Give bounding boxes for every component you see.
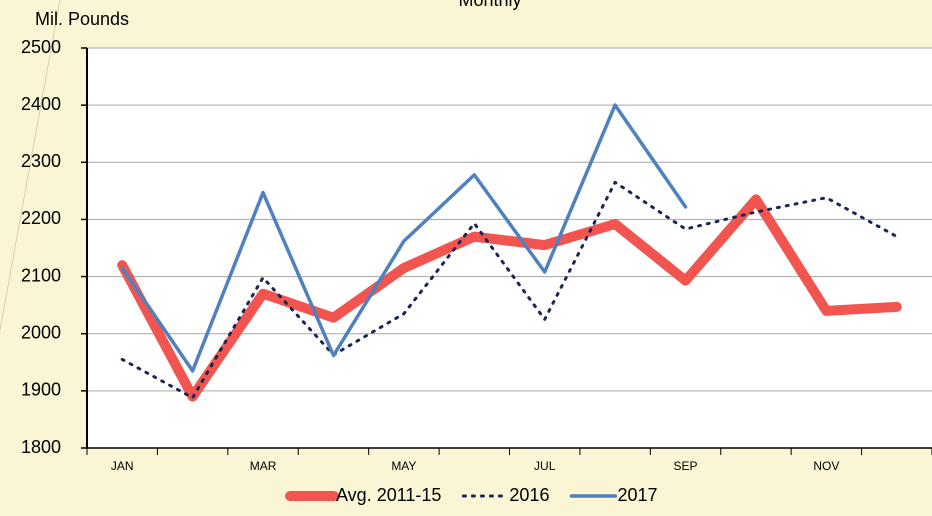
decor-line bbox=[0, 0, 61, 331]
line-series bbox=[120, 103, 688, 373]
y-tick-label: 2500 bbox=[21, 37, 61, 57]
y-tick-label: 1800 bbox=[21, 437, 61, 457]
legend-label: 2016 bbox=[509, 485, 549, 505]
legend-label: 2017 bbox=[617, 485, 657, 505]
line-series bbox=[117, 194, 902, 402]
y-tick-label: 2200 bbox=[21, 208, 61, 228]
y-axis-label: Mil. Pounds bbox=[35, 9, 129, 29]
y-tick-label: 2300 bbox=[21, 151, 61, 171]
x-tick-label: JUL bbox=[534, 459, 556, 473]
x-tick-label: MAR bbox=[250, 459, 277, 473]
y-tick-label: 2400 bbox=[21, 94, 61, 114]
x-tick-label: NOV bbox=[813, 459, 839, 473]
plot-area bbox=[87, 48, 932, 448]
y-tick-label: 2100 bbox=[21, 265, 61, 285]
chart-title: Monthly bbox=[458, 0, 521, 10]
y-tick-label: 2000 bbox=[21, 322, 61, 342]
legend-label: Avg. 2011-15 bbox=[336, 485, 441, 505]
x-tick-label: SEP bbox=[674, 459, 698, 473]
line-series bbox=[120, 180, 899, 400]
x-tick-label: JAN bbox=[111, 459, 134, 473]
y-tick-label: 1900 bbox=[21, 380, 61, 400]
x-tick-label: MAY bbox=[391, 459, 416, 473]
